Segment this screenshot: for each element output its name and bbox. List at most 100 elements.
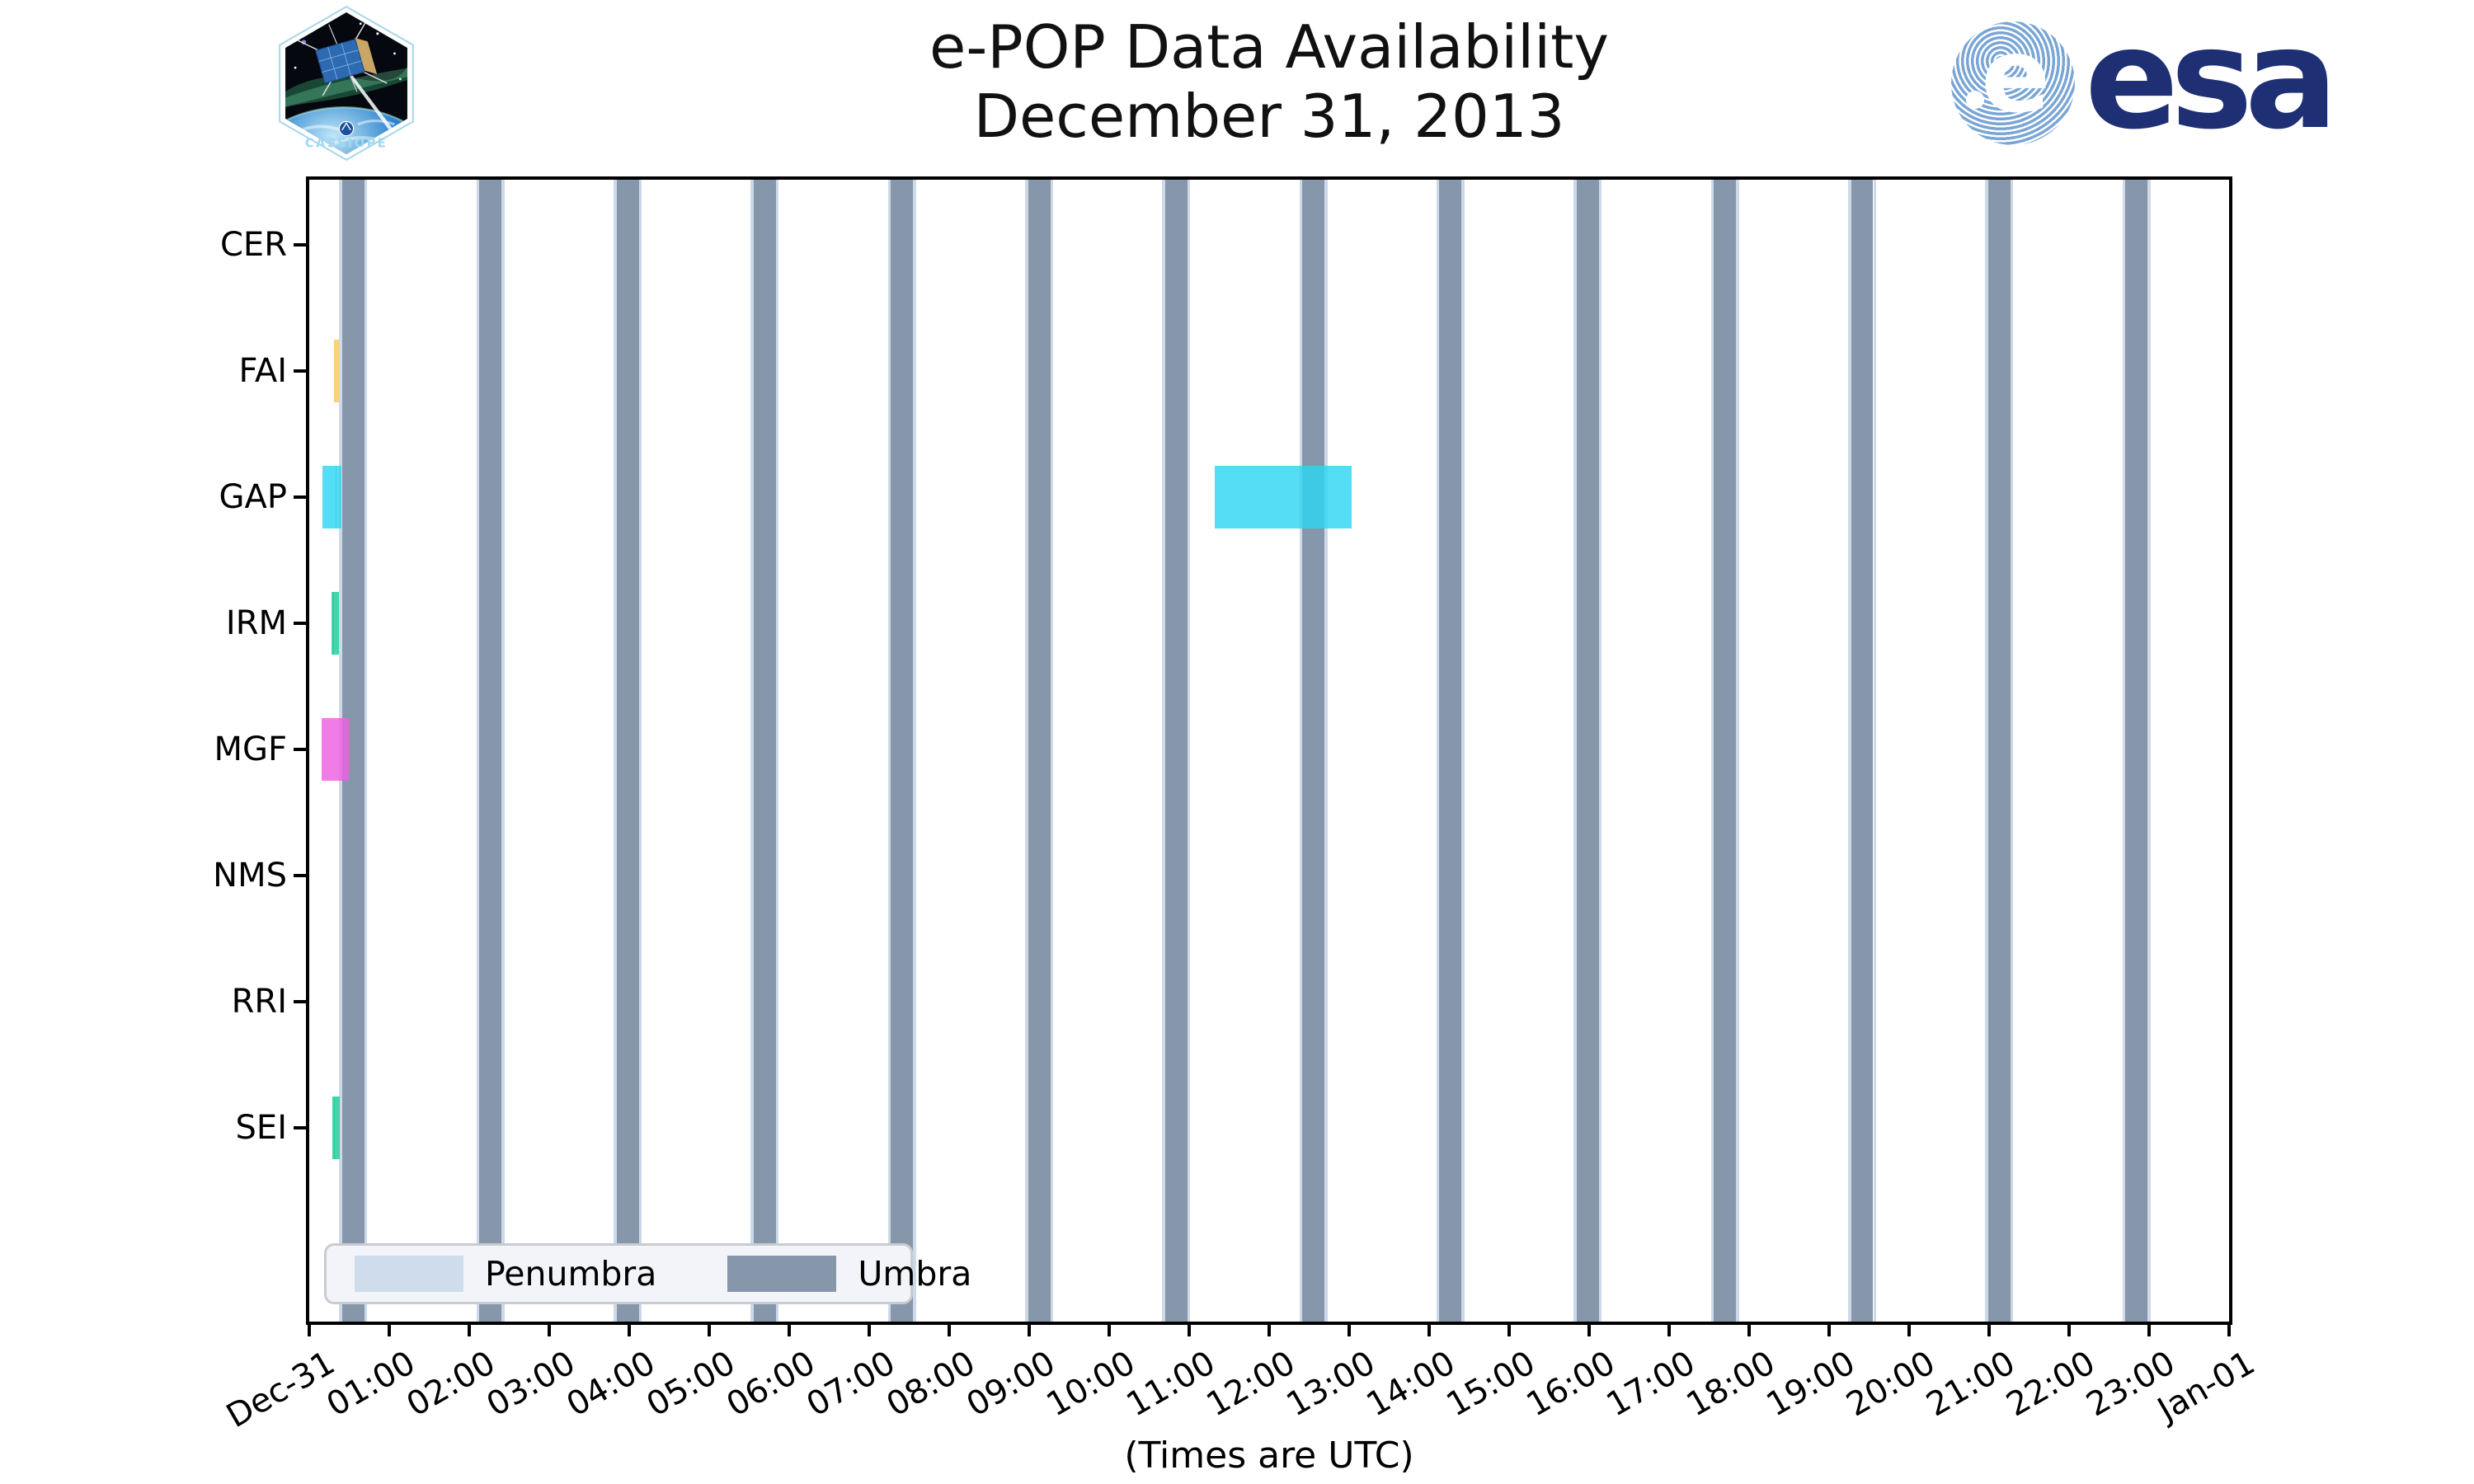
umbra-band: [479, 180, 502, 1322]
penumbra-strip: [1847, 180, 1851, 1322]
umbra-band: [1439, 180, 1462, 1322]
y-tick-label-gap: GAP: [219, 478, 287, 516]
umbra-band: [753, 180, 776, 1322]
x-tick: [1827, 1322, 1831, 1336]
umbra-band: [1164, 180, 1188, 1322]
x-axis-caption: (Times are UTC): [1124, 1435, 1414, 1477]
penumbra-strip: [614, 180, 617, 1322]
penumbra-strip: [1187, 180, 1191, 1322]
x-tick: [1028, 1322, 1031, 1336]
x-tick: [788, 1322, 791, 1336]
x-tick: [628, 1322, 631, 1336]
penumbra-strip: [2147, 180, 2151, 1322]
availability-bar-sei: [332, 1097, 335, 1159]
legend: Penumbra Umbra: [324, 1243, 971, 1304]
x-tick: [548, 1322, 551, 1336]
umbra-band: [1987, 180, 2011, 1322]
y-tick-label-rri: RRI: [231, 983, 287, 1021]
y-tick-label-nms: NMS: [213, 857, 287, 895]
availability-bar-fai: [333, 340, 340, 402]
x-tick: [1747, 1322, 1751, 1336]
penumbra-strip: [775, 180, 779, 1322]
x-tick: [868, 1322, 871, 1336]
umbra-band: [891, 180, 914, 1322]
y-tick: [294, 748, 308, 751]
availability-bar-gap: [336, 466, 342, 528]
availability-bar-irm: [333, 592, 340, 655]
umbra-band: [1028, 180, 1051, 1322]
legend-swatch-penumbra: [355, 1256, 463, 1292]
x-tick: [708, 1322, 711, 1336]
umbra-band: [2125, 180, 2148, 1322]
x-tick: [1348, 1322, 1351, 1336]
chart-plot-area: Penumbra Umbra: [306, 176, 2232, 1325]
penumbra-strip: [364, 180, 368, 1322]
x-tick: [948, 1322, 951, 1336]
x-tick: [2227, 1322, 2231, 1336]
availability-bar-sei: [334, 1097, 340, 1159]
x-tick: [1427, 1322, 1431, 1336]
patch-mission-text: CASSIOPE: [305, 136, 388, 150]
legend-label-umbra: Umbra: [858, 1254, 972, 1294]
x-tick: [468, 1322, 471, 1336]
umbra-band: [1576, 180, 1599, 1322]
penumbra-strip: [1736, 180, 1739, 1322]
penumbra-strip: [750, 180, 754, 1322]
y-tick: [294, 1000, 308, 1003]
y-tick: [294, 874, 308, 877]
penumbra-strip: [1050, 180, 1054, 1322]
penumbra-strip: [2010, 180, 2014, 1322]
y-tick-label-mgf: MGF: [214, 730, 287, 768]
penumbra-strip: [1436, 180, 1440, 1322]
penumbra-strip: [1710, 180, 1714, 1322]
y-tick: [294, 243, 308, 247]
y-tick: [294, 1126, 308, 1129]
chart-title-block: e-POP Data Availability December 31, 201…: [309, 12, 2229, 151]
legend-label-penumbra: Penumbra: [485, 1254, 657, 1294]
esa-logo: e esa: [1946, 0, 2338, 160]
cassiope-patch-icon: CASSIOPE: [279, 5, 414, 162]
x-tick: [1507, 1322, 1511, 1336]
x-tick-label-wrap: Jan-01: [2028, 1344, 2261, 1429]
penumbra-strip: [1024, 180, 1028, 1322]
penumbra-strip: [1573, 180, 1577, 1322]
page-title: e-POP Data Availability: [929, 12, 1609, 82]
x-tick-label: Jan-01: [2152, 1344, 2261, 1430]
y-tick-label-cer: CER: [220, 226, 287, 264]
x-tick: [1268, 1322, 1271, 1336]
penumbra-strip: [2122, 180, 2126, 1322]
y-tick: [294, 622, 308, 625]
x-tick: [1907, 1322, 1911, 1336]
availability-bar-mgf: [336, 718, 349, 781]
availability-bar-irm: [331, 592, 334, 655]
esa-globe-icon: e: [1951, 21, 2075, 145]
umbra-band: [1851, 180, 1874, 1322]
umbra-band: [1714, 180, 1737, 1322]
availability-bar-gap: [322, 466, 336, 528]
x-tick: [308, 1322, 311, 1336]
x-tick: [1188, 1322, 1191, 1336]
y-tick-label-fai: FAI: [238, 352, 288, 390]
y-tick-label-irm: IRM: [225, 604, 287, 642]
page-subtitle: December 31, 2013: [973, 81, 1565, 151]
penumbra-strip: [1461, 180, 1465, 1322]
x-tick: [1108, 1322, 1111, 1336]
penumbra-strip: [1162, 180, 1165, 1322]
penumbra-strip: [1299, 180, 1303, 1322]
penumbra-strip: [476, 180, 480, 1322]
penumbra-strip: [1985, 180, 1988, 1322]
esa-wordmark: esa: [2085, 0, 2338, 160]
x-tick: [1587, 1322, 1591, 1336]
penumbra-strip: [1873, 180, 1877, 1322]
penumbra-strip: [913, 180, 916, 1322]
penumbra-strip: [1324, 180, 1328, 1322]
availability-bar-gap: [1214, 466, 1352, 528]
x-tick: [2067, 1322, 2071, 1336]
cassiope-mission-patch: CASSIOPE: [275, 5, 417, 162]
penumbra-strip: [1598, 180, 1602, 1322]
y-tick-label-sei: SEI: [235, 1109, 287, 1147]
umbra-band: [616, 180, 639, 1322]
x-tick: [388, 1322, 391, 1336]
x-tick: [1987, 1322, 1991, 1336]
penumbra-strip: [887, 180, 891, 1322]
